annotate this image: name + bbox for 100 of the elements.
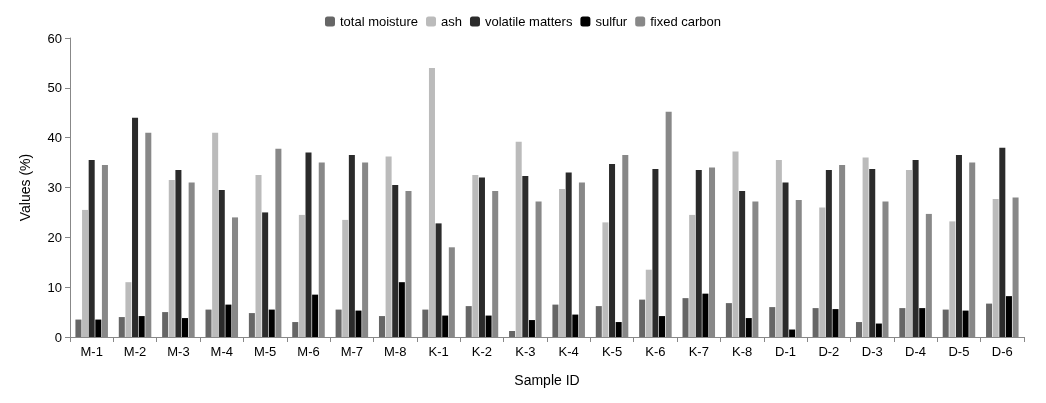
bar (949, 221, 956, 337)
y-tick-label: 40 (47, 130, 62, 146)
bar (855, 322, 862, 337)
bar (398, 282, 405, 337)
bar (789, 329, 796, 337)
y-tick-label: 20 (47, 229, 62, 245)
x-tick-label: K-3 (515, 344, 536, 359)
bar (528, 320, 535, 337)
bar (88, 160, 95, 337)
bar (262, 212, 269, 337)
bar (905, 170, 912, 337)
legend-label: total moisture (339, 14, 419, 29)
bar (559, 189, 566, 337)
bar (695, 170, 702, 337)
bar (485, 315, 492, 337)
x-tick-label: M-8 (384, 344, 407, 359)
bar (465, 306, 472, 337)
bar (775, 160, 782, 337)
bar (732, 151, 739, 337)
bar (875, 323, 882, 337)
bar (919, 308, 926, 337)
bar (659, 316, 666, 337)
bar (912, 160, 919, 337)
bar (812, 308, 819, 337)
bar (782, 182, 789, 337)
legend-label: sulfur (595, 14, 628, 29)
x-tick-label: M-5 (253, 344, 277, 359)
bar (305, 152, 312, 337)
bar (348, 155, 355, 337)
x-tick-label: D-2 (818, 344, 840, 359)
bar (255, 175, 262, 337)
bar (162, 312, 169, 337)
bar (689, 214, 696, 337)
bar (355, 310, 362, 337)
bar (385, 156, 392, 337)
bar (725, 303, 732, 337)
bar (95, 319, 102, 337)
bar (615, 322, 622, 337)
bar (819, 207, 826, 337)
bar (342, 219, 349, 337)
bar (869, 169, 876, 337)
x-tick-label: D-6 (991, 344, 1013, 359)
y-tick-label: 10 (47, 279, 62, 295)
bar (118, 317, 125, 337)
bar (378, 316, 385, 337)
bar (218, 189, 225, 337)
x-tick-label: D-3 (861, 344, 883, 359)
bar (962, 310, 969, 337)
x-tick-label: M-3 (167, 344, 190, 359)
bar (825, 170, 832, 337)
bar (992, 198, 999, 337)
bar (639, 299, 646, 337)
y-axis-title: Values (%) (17, 153, 33, 222)
bar (298, 214, 305, 337)
bar (862, 157, 869, 337)
bar (1005, 296, 1012, 337)
bar (312, 294, 319, 337)
bar (652, 169, 659, 337)
x-tick-label: M-4 (210, 344, 233, 359)
bar (602, 222, 609, 337)
x-tick-label: K-1 (428, 344, 449, 359)
bar (472, 175, 479, 337)
bar (175, 170, 182, 337)
bar (515, 141, 522, 337)
y-tick-label: 60 (47, 30, 62, 46)
bar (132, 117, 139, 337)
bar (138, 316, 145, 337)
bar (168, 180, 175, 337)
legend-label: volatile matters (484, 14, 573, 29)
bar (522, 176, 529, 337)
bar (986, 303, 993, 337)
x-tick-label: M-6 (297, 344, 320, 359)
bar (552, 304, 559, 337)
x-tick-label: M-7 (340, 344, 364, 359)
bar (212, 132, 219, 337)
x-tick-label: D-5 (948, 344, 970, 359)
bar (942, 309, 949, 337)
x-tick-label: D-1 (775, 344, 796, 359)
x-tick-label: D-4 (905, 344, 927, 359)
bar (899, 308, 906, 337)
x-tick-label: K-2 (471, 344, 493, 359)
x-tick-label: K-8 (732, 344, 753, 359)
bar (428, 67, 435, 337)
y-tick-label: 30 (47, 180, 62, 195)
bar (572, 314, 579, 337)
bar (999, 147, 1006, 337)
x-tick-label: K-4 (558, 344, 579, 359)
bar (832, 309, 839, 337)
y-tick-label: 50 (47, 80, 62, 96)
x-tick-label: K-6 (645, 344, 666, 359)
x-tick-label: K-5 (601, 344, 623, 359)
bar (225, 304, 232, 337)
x-tick-label: M-1 (80, 344, 103, 359)
bar (702, 293, 709, 337)
bar (745, 318, 752, 337)
bar (268, 309, 275, 337)
y-tick-label: 0 (54, 329, 62, 345)
bar (75, 319, 82, 337)
bar (682, 298, 689, 337)
bar (182, 318, 189, 337)
